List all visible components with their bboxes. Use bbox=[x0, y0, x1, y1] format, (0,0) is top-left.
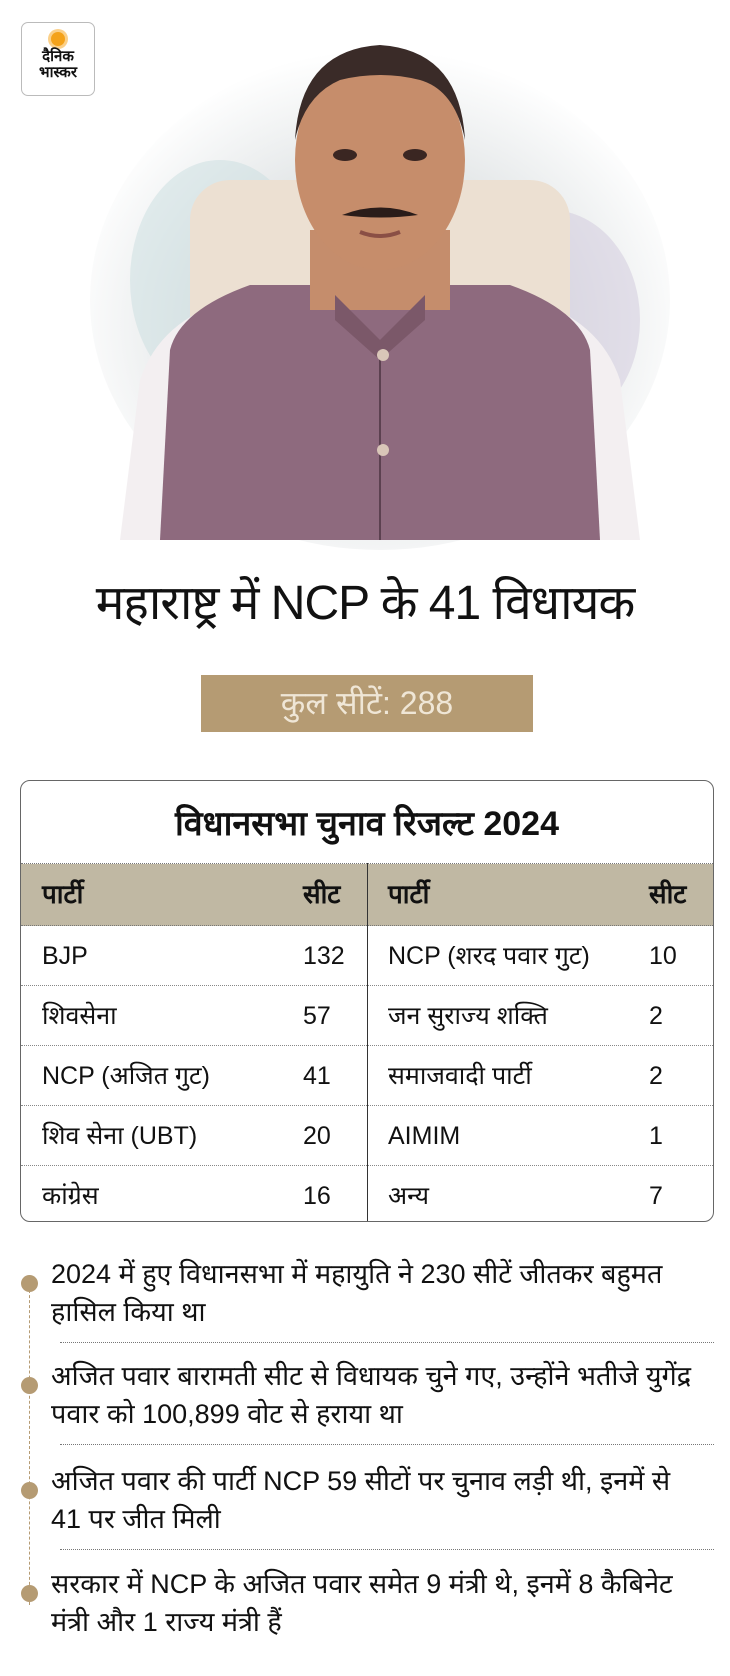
seats-left: 20 bbox=[303, 1122, 331, 1150]
seats-left: 132 bbox=[303, 942, 345, 970]
bullet-item: 2024 में हुए विधानसभा में महायुति ने 230… bbox=[51, 1259, 663, 1327]
seats-right: 1 bbox=[649, 1122, 663, 1150]
column-divider bbox=[367, 863, 368, 1221]
party-left: कांग्रेस bbox=[42, 1182, 99, 1210]
header-seats-right: सीट bbox=[649, 879, 687, 909]
party-left: BJP bbox=[42, 942, 88, 970]
timeline-line bbox=[29, 1285, 30, 1605]
bullet-item: अजित पवार बारामती सीट से विधायक चुने गए,… bbox=[51, 1361, 692, 1429]
logo-text-1: दैनिक bbox=[42, 48, 74, 65]
table-title: विधानसभा चुनाव रिजल्ट 2024 bbox=[21, 781, 713, 864]
results-table: विधानसभा चुनाव रिजल्ट 2024 पार्टी सीट पा… bbox=[20, 780, 714, 1222]
seats-right: 10 bbox=[649, 942, 677, 970]
seats-left: 57 bbox=[303, 1002, 331, 1030]
party-left: NCP (अजित गुट) bbox=[42, 1062, 210, 1090]
bullet-separator bbox=[60, 1444, 714, 1445]
party-left: शिव सेना (UBT) bbox=[42, 1122, 198, 1150]
headline: महाराष्ट्र में NCP के 41 विधायक bbox=[95, 577, 636, 630]
party-right: AIMIM bbox=[388, 1122, 461, 1150]
bullet-dot-icon bbox=[21, 1377, 38, 1394]
bullet-dot-icon bbox=[21, 1275, 38, 1292]
bullet-dot-icon bbox=[21, 1482, 38, 1499]
bullet-item: सरकार में NCP के अजित पवार समेत 9 मंत्री… bbox=[51, 1569, 673, 1637]
seats-right: 2 bbox=[649, 1062, 663, 1090]
portrait-illustration bbox=[90, 45, 670, 550]
seats-left: 41 bbox=[303, 1062, 331, 1090]
party-right: अन्य bbox=[388, 1182, 429, 1210]
seats-left: 16 bbox=[303, 1182, 331, 1210]
bullet-dot-icon bbox=[21, 1585, 38, 1602]
header-party-right: पार्टी bbox=[388, 879, 430, 909]
sun-icon bbox=[51, 32, 65, 46]
bullet-item: अजित पवार की पार्टी NCP 59 सीटों पर चुना… bbox=[51, 1466, 671, 1534]
seats-right: 2 bbox=[649, 1002, 663, 1030]
logo-text-2: भास्कर bbox=[39, 64, 77, 81]
bullet-separator bbox=[60, 1549, 714, 1550]
table-row: कांग्रेस 16 अन्य 7 bbox=[21, 1166, 713, 1221]
party-right: जन सुराज्य शक्ति bbox=[388, 1002, 548, 1030]
dainik-bhaskar-logo: दैनिक भास्कर bbox=[21, 22, 95, 96]
party-left: शिवसेना bbox=[42, 1002, 117, 1030]
bullet-separator bbox=[60, 1342, 714, 1343]
total-seats-badge: कुल सीटें: 288 bbox=[201, 675, 533, 732]
seats-right: 7 bbox=[649, 1182, 663, 1210]
header-party-left: पार्टी bbox=[42, 879, 84, 909]
party-right: समाजवादी पार्टी bbox=[388, 1062, 532, 1090]
party-right: NCP (शरद पवार गुट) bbox=[388, 942, 590, 970]
header-seats-left: सीट bbox=[303, 879, 341, 909]
